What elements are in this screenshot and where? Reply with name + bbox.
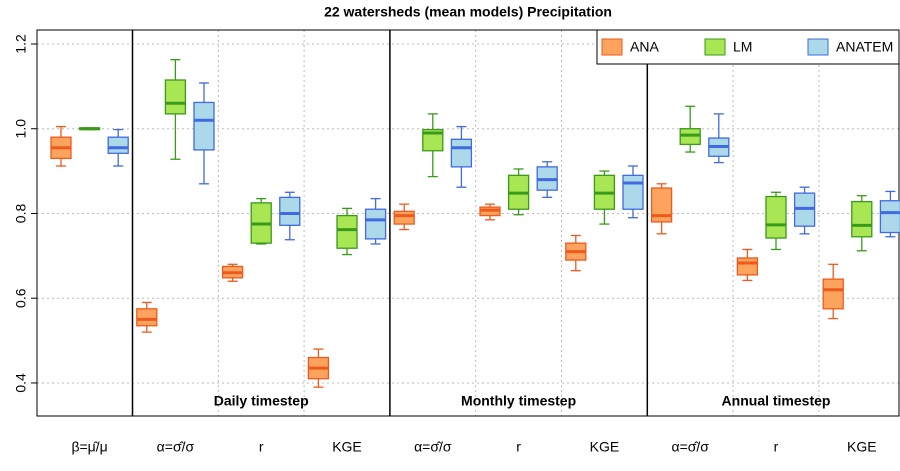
legend-label: ANATEM	[836, 39, 893, 55]
box	[879, 200, 900, 234]
y-tick-label: 0.6	[13, 288, 29, 308]
y-tick-label: 0.8	[13, 204, 29, 224]
x-tick-label: α=σ̂/σ	[157, 439, 195, 455]
box	[193, 101, 215, 151]
box	[622, 174, 644, 210]
y-tick-label: 1.2	[13, 34, 29, 54]
box	[736, 257, 759, 276]
legend-swatch	[601, 38, 623, 56]
chart-title: 22 watersheds (mean models) Precipitatio…	[324, 4, 612, 20]
legend-frame	[596, 29, 900, 65]
x-tick-label: KGE	[590, 439, 620, 455]
box	[107, 136, 129, 154]
legend-swatch	[807, 38, 829, 56]
x-tick-label: KGE	[332, 439, 362, 455]
x-tick-label: r	[259, 439, 264, 455]
panel-label: Daily timestep	[214, 393, 309, 409]
y-tick-label: 0.4	[13, 373, 29, 393]
box	[164, 79, 187, 115]
box	[650, 187, 673, 223]
x-tick-label: α=σ̂/σ	[414, 439, 452, 455]
x-tick-label: α=σ̂/σ	[671, 439, 709, 455]
x-tick-label: r	[774, 439, 779, 455]
box	[422, 128, 444, 152]
box	[279, 196, 301, 226]
box	[450, 138, 473, 168]
box	[336, 214, 358, 249]
panel-label: Monthly timestep	[461, 393, 576, 409]
x-tick-label: KGE	[847, 439, 877, 455]
legend-label: LM	[733, 39, 752, 55]
y-tick-label: 1.0	[13, 119, 29, 139]
panel-label: Annual timestep	[722, 393, 831, 409]
legend-label: ANA	[630, 39, 659, 55]
legend-swatch	[704, 38, 726, 56]
box	[822, 278, 844, 310]
box	[136, 308, 158, 327]
box	[765, 195, 787, 239]
box	[851, 200, 873, 238]
x-tick-label: β=μ̂/μ	[71, 439, 107, 455]
box	[393, 210, 415, 225]
x-tick-label: r	[516, 439, 521, 455]
box	[364, 208, 387, 240]
